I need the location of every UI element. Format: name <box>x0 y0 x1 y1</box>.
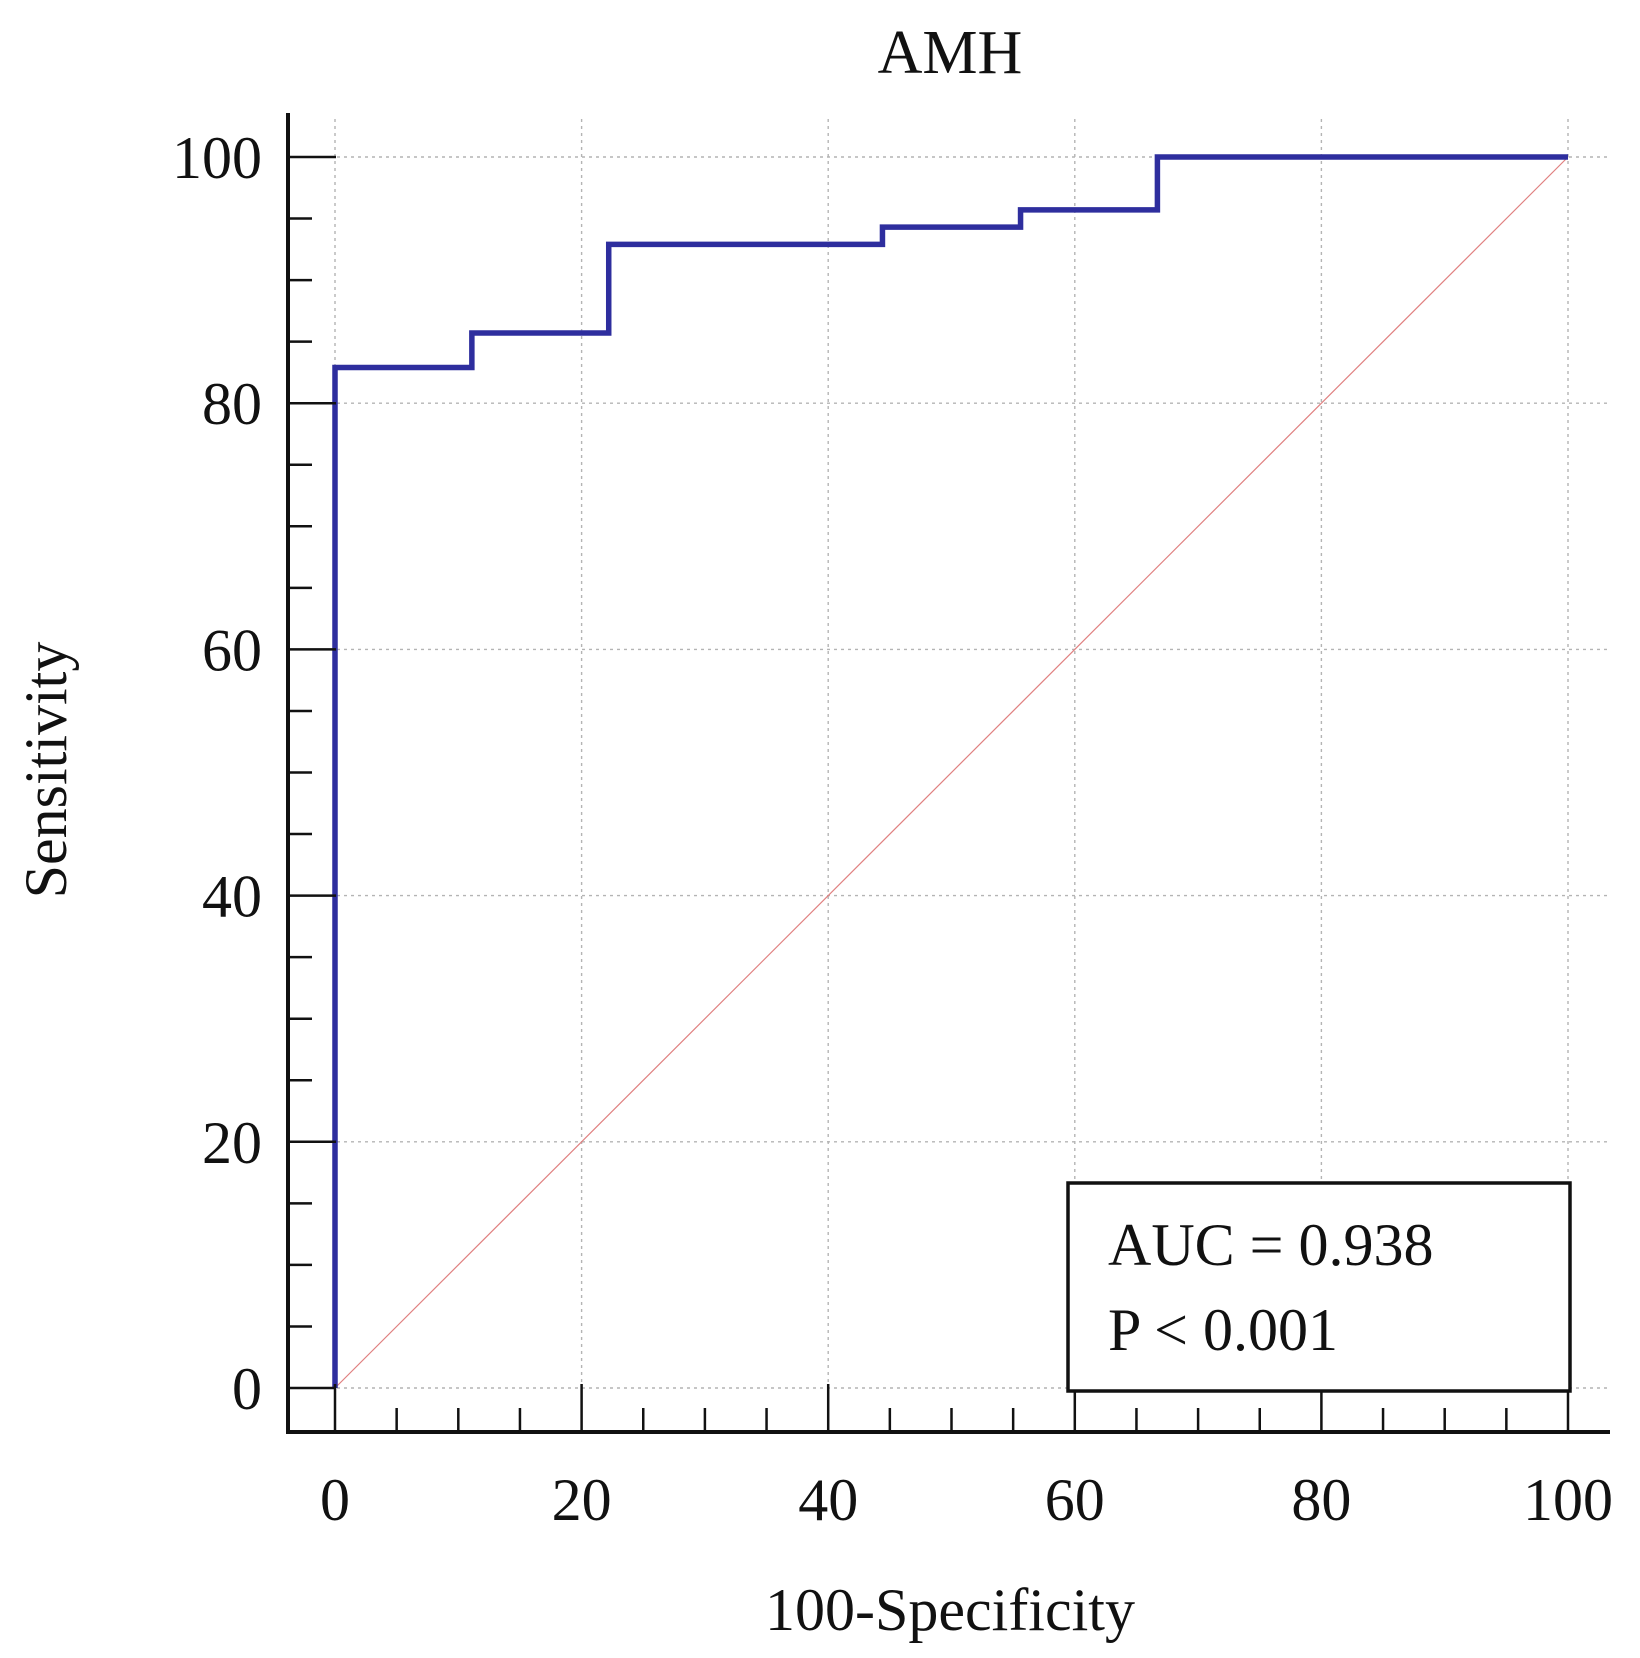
y-tick-label: 40 <box>202 864 262 930</box>
x-tick-label: 100 <box>1523 1467 1613 1533</box>
y-tick-label: 80 <box>202 371 262 437</box>
roc-curve <box>332 154 1568 1388</box>
reference-line <box>334 156 1569 1389</box>
tick-label-layer: 0 20 40 60 80 100 0 20 40 60 80 100 <box>172 125 1613 1533</box>
y-tick-label: 20 <box>202 1110 262 1176</box>
y-tick-label: 0 <box>232 1356 262 1422</box>
y-tick-label: 60 <box>202 617 262 683</box>
annotation-frame <box>1066 1181 1572 1393</box>
auc-text: AUC = 0.938 <box>1108 1212 1434 1278</box>
y-tick-label: 100 <box>172 125 262 191</box>
x-tick-label: 0 <box>320 1467 350 1533</box>
x-axis-label: 100-Specificity <box>765 1577 1135 1643</box>
auc-annotation-box: AUC = 0.938 P < 0.001 <box>1066 1181 1572 1393</box>
x-tick-label: 60 <box>1045 1467 1105 1533</box>
y-axis-label: Sensitivity <box>13 642 79 899</box>
x-tick-label: 20 <box>552 1467 612 1533</box>
chart-title: AMH <box>878 19 1023 87</box>
axis-layer <box>286 113 1610 1434</box>
p-value-text: P < 0.001 <box>1108 1297 1338 1363</box>
x-tick-label: 80 <box>1291 1467 1351 1533</box>
x-tick-label: 40 <box>798 1467 858 1533</box>
